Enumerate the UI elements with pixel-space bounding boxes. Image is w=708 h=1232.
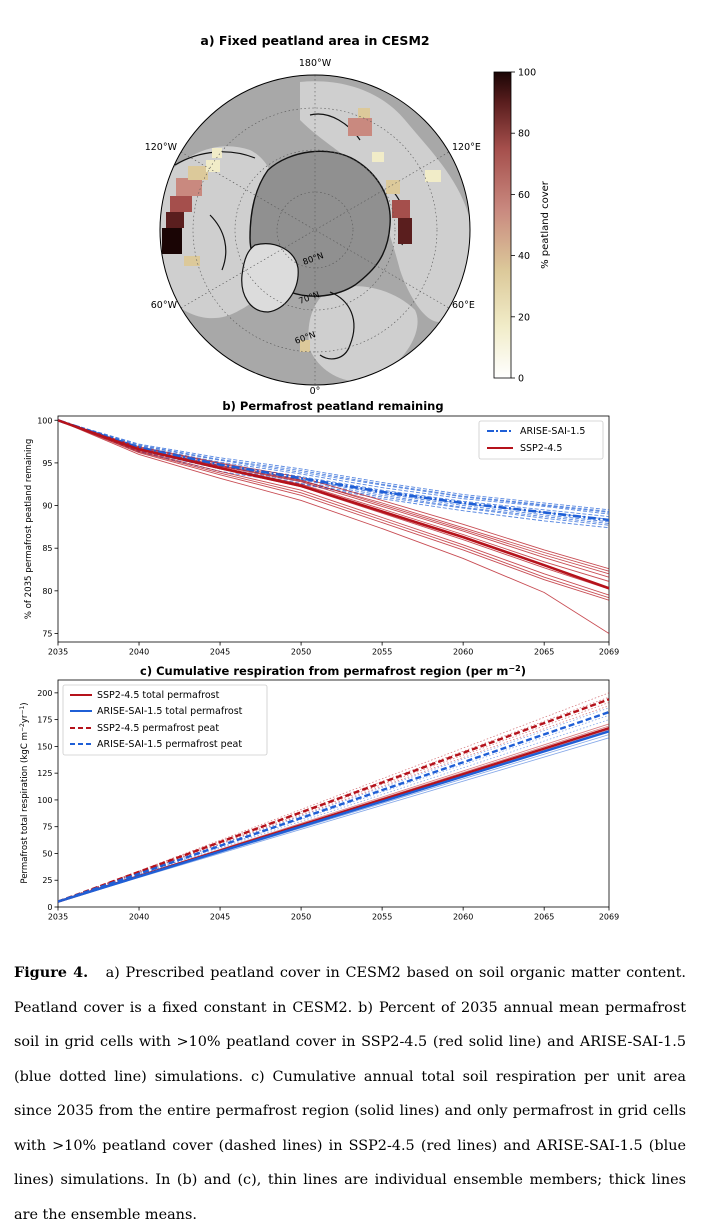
panel-c-xtick-label: 2045 (210, 913, 230, 922)
panel-c-mean-line-2 (58, 698, 609, 903)
polar-map: 80°N 70°N 60°N (160, 75, 470, 385)
panel-b: b) Permafrost peatland remaining 2035 204… (24, 399, 619, 657)
panel-c: c) Cumulative respiration from permafros… (19, 664, 619, 922)
graticule (180, 75, 450, 385)
caption-label: Figure 4. (14, 964, 89, 981)
figure-caption: Figure 4. a) Prescribed peatland cover i… (14, 956, 686, 1232)
colorbar-gradient (493, 71, 512, 379)
panel-b-member-line (58, 419, 609, 599)
panel-c-xtick-label: 2060 (453, 913, 473, 922)
panel-c-ytick-label: 150 (37, 742, 52, 751)
legend-c-arise-total-label: ARISE-SAI-1.5 total permafrost (97, 706, 243, 717)
panel-b-ytick-label: 80 (42, 587, 52, 596)
panel-c-ytick-label: 100 (37, 796, 52, 805)
panel-b-member-line (58, 419, 609, 596)
panel-b-member-line (58, 419, 609, 524)
panel-c-member-line (58, 719, 609, 902)
legend-c-ssp-total-label: SSP2-4.5 total permafrost (97, 690, 220, 701)
colorbar-tick-label: 40 (518, 251, 530, 262)
panel-b-xtick-label: 2069 (599, 648, 619, 657)
panel-b-ytick-label: 95 (42, 459, 52, 468)
greenland (241, 243, 299, 313)
panel-b-xtick-label: 2060 (453, 648, 473, 657)
panel-c-xtick-label: 2069 (599, 913, 619, 922)
panel-b-xtick-label: 2055 (372, 648, 392, 657)
panel-b-mean-line-1 (58, 419, 609, 590)
panel-b-member-line (58, 419, 609, 634)
panel-c-member-line (58, 714, 609, 902)
colorbar-tick-label: 60 (518, 190, 530, 201)
panel-c-xtick-label: 2055 (372, 913, 392, 922)
map-boundary (159, 74, 471, 386)
colorbar-tick-label: 20 (518, 312, 530, 323)
panel-b-title: b) Permafrost peatland remaining (222, 399, 443, 413)
lon-label-0: 0° (310, 386, 321, 397)
colorbar-label: % peatland cover (540, 180, 551, 269)
panel-b-mean-line-0 (58, 419, 609, 522)
panel-c-legend-box (62, 684, 268, 756)
panel-b-xtick-label: 2065 (534, 648, 554, 657)
panel-c-title: c) Cumulative respiration from permafros… (140, 664, 526, 678)
panel-c-ytick-label: 75 (42, 823, 52, 832)
panel-b-member-line (58, 419, 609, 526)
peatland-patches (162, 108, 441, 352)
panel-c-ytick-label: 50 (42, 849, 52, 858)
legend-b-arise-label: ARISE-SAI-1.5 (520, 426, 585, 437)
colorbar-tick-label: 100 (518, 68, 536, 79)
panel-c-ylabel: Permafrost total respiration (kgC m−2yr−… (19, 702, 30, 883)
legend-c-ssp-peat-label: SSP2-4.5 permafrost peat (97, 723, 219, 734)
colorbar: 0 20 40 60 80 100 % peatland cover (493, 68, 551, 385)
panel-a-title: a) Fixed peatland area in CESM2 (200, 33, 429, 48)
lon-label-180w: 180°W (299, 58, 332, 69)
panel-c-ytick-label: 125 (37, 769, 52, 778)
panel-c-xtick-label: 2050 (291, 913, 311, 922)
panel-c-xtick-label: 2035 (48, 913, 68, 922)
legend-b-ssp-label: SSP2-4.5 (520, 443, 562, 454)
panel-b-xtick-label: 2040 (129, 648, 149, 657)
panel-c-legend: SSP2-4.5 total permafrost ARISE-SAI-1.5 … (62, 684, 268, 756)
panel-b-ytick-label: 100 (37, 416, 52, 425)
coastline-eur (319, 291, 355, 360)
panel-b-member-line (58, 419, 609, 512)
panel-b-xtick-label: 2045 (210, 648, 230, 657)
colorbar-tick-label: 80 (518, 129, 530, 140)
panel-c-mean-line-1 (58, 730, 609, 903)
panel-b-ytick-label: 85 (42, 544, 52, 553)
colorbar-tick-label: 0 (518, 374, 524, 385)
panel-c-ytick-label: 200 (37, 689, 52, 698)
panel-b-member-line (58, 419, 609, 601)
panel-c-ytick-label: 175 (37, 716, 52, 725)
panel-b-ylabel: % of 2035 permafrost peatland remaining (24, 439, 34, 620)
panel-c-xtick-label: 2040 (129, 913, 149, 922)
panel-c-member-line (58, 707, 609, 902)
panel-b-ytick-label: 90 (42, 502, 52, 511)
lon-label-60w: 60°W (151, 300, 178, 311)
panel-c-ytick-label: 0 (47, 903, 52, 912)
lon-label-60e: 60°E (452, 300, 475, 311)
panel-c-xtick-label: 2065 (534, 913, 554, 922)
figure: a) Fixed peatland area in CESM2 (19, 33, 619, 922)
panel-b-xtick-label: 2035 (48, 648, 68, 657)
panel-c-member-line (58, 705, 609, 902)
lon-label-120e: 120°E (452, 142, 481, 153)
panel-b-member-line (58, 419, 609, 513)
panel-b-member-line (58, 419, 609, 570)
panel-b-ytick-label: 75 (42, 629, 52, 638)
panel-b-member-line (58, 419, 609, 511)
panel-c-mean-line-3 (58, 710, 609, 903)
panel-b-legend: ARISE-SAI-1.5 SSP2-4.5 (478, 420, 604, 460)
lon-label-120w: 120°W (145, 142, 178, 153)
panel-a: a) Fixed peatland area in CESM2 (145, 33, 551, 397)
caption-text: a) Prescribed peatland cover in CESM2 ba… (14, 965, 686, 1223)
panel-c-ytick-label: 25 (42, 876, 52, 885)
panel-b-xtick-label: 2050 (291, 648, 311, 657)
europe-land (308, 286, 418, 382)
panel-c-member-line (58, 692, 609, 902)
legend-c-arise-peat-label: ARISE-SAI-1.5 permafrost peat (97, 739, 242, 750)
